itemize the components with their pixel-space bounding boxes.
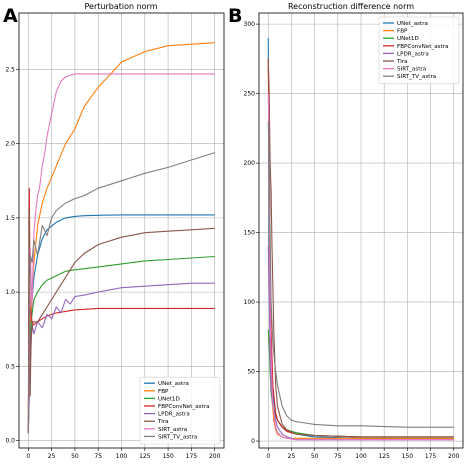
x-tick-label: 25 xyxy=(288,453,296,460)
y-tick-label: 300 xyxy=(244,21,256,28)
plot-frame-b xyxy=(258,12,464,449)
x-tick-label: 25 xyxy=(48,453,56,460)
legend-label: UNet1D xyxy=(158,396,180,402)
x-tick-label: 125 xyxy=(139,453,151,460)
ticks-b: 0 25 50 75 100 125 150 175 200 0 50 100 150 200 250 300 xyxy=(244,21,460,460)
legend-label: Tira xyxy=(396,59,408,65)
legend-label: UNet_astra xyxy=(397,21,428,27)
y-tick-label: 250 xyxy=(244,91,256,98)
legend-label: SIRT_TV_astra xyxy=(158,434,197,440)
series-layer-b xyxy=(267,37,454,441)
legend-label: Tira xyxy=(157,419,169,425)
series-line-lpdr-astra xyxy=(27,282,215,434)
series-line-unet1d xyxy=(27,255,215,434)
legend-label: SIRT_astra xyxy=(158,427,187,433)
legend-label: LPDR_astra xyxy=(397,51,429,57)
y-tick-label: 1.0 xyxy=(5,289,15,296)
x-tick-label: 100 xyxy=(355,453,367,460)
x-tick-label: 175 xyxy=(186,453,198,460)
grid-b xyxy=(259,13,463,448)
panel-a: A Perturbation norm 0 25 50 75 100 125 150 175 2… xyxy=(3,2,225,460)
y-tick-label: 0 xyxy=(251,438,255,445)
series-layer-a xyxy=(27,42,215,434)
x-tick-label: 150 xyxy=(402,453,414,460)
y-tick-label: 50 xyxy=(247,369,255,376)
x-tick-label: 150 xyxy=(162,453,174,460)
legend-label: SIRT_TV_astra xyxy=(397,74,436,80)
y-tick-label: 0.0 xyxy=(5,438,15,445)
y-tick-label: 200 xyxy=(244,160,256,167)
y-tick-label: 100 xyxy=(244,299,256,306)
x-tick-label: 200 xyxy=(448,453,460,460)
legend-label: UNet1D xyxy=(397,36,419,42)
x-tick-label: 100 xyxy=(116,453,128,460)
series-line-sirt-astra xyxy=(27,73,215,434)
x-tick-label: 125 xyxy=(378,453,390,460)
legend-label: FBP xyxy=(158,389,169,395)
legend-box xyxy=(139,376,221,445)
x-tick-label: 50 xyxy=(311,453,319,460)
legend-label: FBPConvNet_astra xyxy=(158,404,210,410)
legend-label: FBP xyxy=(397,29,408,35)
grid-a xyxy=(19,13,224,448)
series-line-sirt-tv-astra xyxy=(267,121,454,428)
x-tick-label: 200 xyxy=(209,453,221,460)
legend-label: LPDR_astra xyxy=(158,412,190,418)
series-line-tira xyxy=(27,209,215,434)
series-line-sirt-tv-astra xyxy=(27,152,215,434)
ticks-a: 0 25 50 75 100 125 150 175 200 0.0 0.5 1.0 1.5 2.0 2.5 xyxy=(5,66,220,460)
y-tick-label: 2.5 xyxy=(5,66,15,73)
plot-frame-a xyxy=(18,12,225,449)
legend-label: SIRT_astra xyxy=(397,67,426,73)
x-tick-label: 0 xyxy=(266,453,270,460)
y-tick-label: 150 xyxy=(244,230,256,237)
panel-b: B Reconstruction difference norm 0 25 50 75… xyxy=(228,2,464,460)
chart-title-a: Perturbation norm xyxy=(85,2,158,11)
x-tick-label: 75 xyxy=(334,453,342,460)
y-tick-label: 2.0 xyxy=(5,141,15,148)
chart-title-b: Reconstruction difference norm xyxy=(288,2,414,11)
legend-label: UNet_astra xyxy=(158,381,189,387)
legend-box xyxy=(378,16,460,85)
legend-label: FBPConvNet_astra xyxy=(397,44,449,50)
y-tick-label: 0.5 xyxy=(5,363,15,370)
y-tick-label: 1.5 xyxy=(5,215,15,222)
panel-letter-b: B xyxy=(228,5,242,27)
x-tick-label: 0 xyxy=(26,453,30,460)
x-tick-label: 175 xyxy=(425,453,437,460)
panel-letter-a: A xyxy=(3,5,18,27)
x-tick-label: 50 xyxy=(71,453,79,460)
x-tick-label: 75 xyxy=(94,453,102,460)
series-line-sirt-astra xyxy=(267,93,454,441)
series-line-tira xyxy=(267,58,454,438)
